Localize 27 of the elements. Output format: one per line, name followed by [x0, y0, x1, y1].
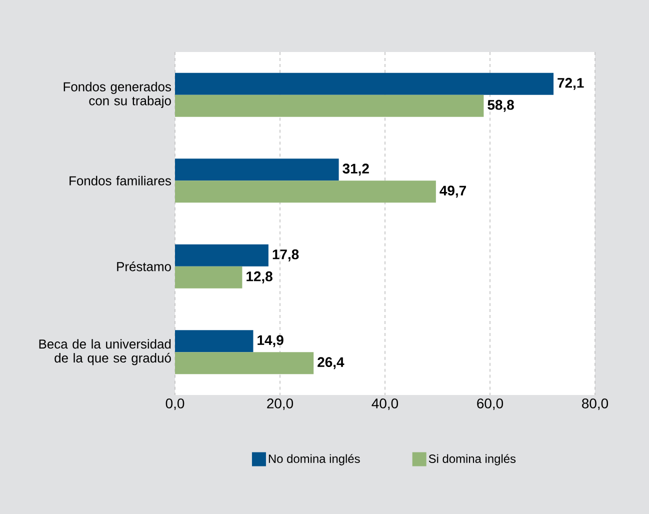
x-tick-label: 40,0: [372, 398, 398, 410]
bar: [175, 266, 242, 288]
y-tick-label: Beca de la universidad de la que se graduó: [39, 339, 171, 366]
bar: [175, 244, 268, 266]
x-tick-label: 80,0: [582, 398, 608, 410]
bar: [175, 352, 314, 374]
data-label: 14,9: [258, 335, 284, 348]
legend-label: No domina inglés: [268, 454, 360, 466]
data-label: 49,7: [440, 186, 466, 198]
x-tick-label: 60,0: [477, 398, 504, 410]
data-label: 26,4: [318, 357, 344, 370]
data-label: 17,8: [272, 249, 299, 262]
bar: [175, 180, 436, 203]
x-tick-label: 20,0: [267, 398, 294, 410]
bar: [175, 94, 484, 117]
data-label: 31,2: [342, 164, 369, 176]
bar: [175, 158, 339, 181]
bar: [175, 72, 554, 95]
y-tick-label: Fondos familiares: [70, 176, 171, 186]
data-label: 72,1: [558, 78, 584, 90]
x-tick-label: 0,0: [166, 398, 184, 410]
y-tick-label: Préstamo: [117, 262, 171, 272]
data-label: 12,8: [246, 271, 272, 284]
legend-label: Si domina inglés: [428, 454, 516, 466]
y-tick-label: Fondos generados con su trabajo: [64, 82, 171, 108]
bar: [175, 330, 254, 352]
data-label: 58,8: [488, 100, 514, 112]
